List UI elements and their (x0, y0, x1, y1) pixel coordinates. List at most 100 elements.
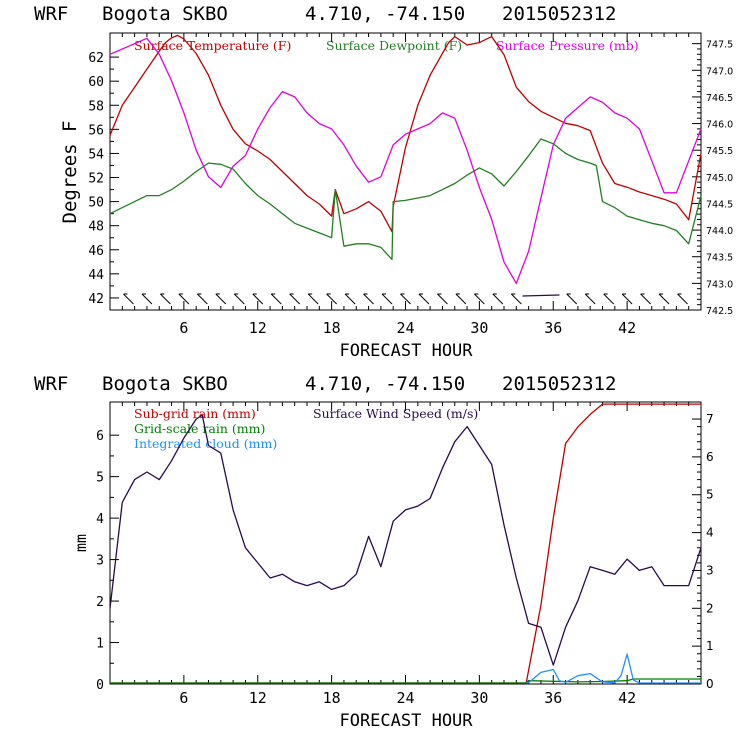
wind-barb (289, 293, 301, 305)
bottom-y-tick-label: 2 (96, 595, 104, 610)
top-y-tick-label: 52 (88, 172, 104, 187)
top-y-tick-label: 58 (88, 99, 104, 114)
wind-barb (196, 293, 208, 305)
top-y-axis-label: Degrees F (59, 121, 81, 224)
top-header-model: WRF (34, 3, 68, 25)
wind-barb-calm-segment (522, 294, 560, 297)
wind-barb (677, 293, 688, 305)
wind-barb (603, 293, 615, 305)
bottom-header-model: WRF (34, 373, 68, 395)
bottom-y2-tick-label: 3 (706, 563, 714, 577)
top-x-tick-label: 12 (249, 319, 267, 337)
top-y2-tick-label: 745.0 (706, 173, 733, 184)
legend-temperature: Surface Temperature (F) (134, 38, 291, 53)
top-y-tick-label: 42 (88, 292, 104, 307)
bottom-y2-axis: 0 1 2 3 4 5 6 7 (692, 412, 714, 691)
wind-barb (566, 293, 578, 305)
bottom-x-tick-label: 36 (544, 689, 562, 707)
bottom-y-tick-label: 0 (96, 678, 104, 693)
bottom-x-tick-label: 30 (470, 689, 488, 707)
top-y-tick-label: 46 (88, 244, 104, 259)
legend-pressure: Surface Pressure (mb) (496, 38, 639, 53)
bottom-y-axis-label: mm (72, 534, 90, 552)
legend-grid-rain: Grid-scale rain (mm) (134, 421, 265, 436)
bottom-series-sub-grid-rain-mm (110, 403, 701, 684)
bottom-y-tick-label: 4 (96, 512, 104, 527)
top-y-tick-label: 44 (88, 268, 104, 283)
top-x-axis-label: FORECAST HOUR (339, 341, 473, 361)
top-y2-tick-label: 744.5 (706, 199, 733, 210)
top-y2-tick-label: 744.0 (706, 226, 733, 237)
wind-barb (270, 293, 282, 305)
top-y2-tick-label: 742.5 (706, 306, 733, 317)
wind-barb (455, 293, 467, 305)
top-header-init: 2015052312 (502, 3, 616, 25)
bottom-x-tick-label: 24 (396, 689, 414, 707)
bottom-y-tick-label: 3 (96, 554, 104, 569)
top-header: WRF Bogota SKBO 4.710, -74.150 201505231… (34, 3, 616, 25)
top-legend: Surface Temperature (F) Surface Dewpoint… (134, 38, 639, 53)
bottom-legend: Sub-grid rain (mm) Surface Wind Speed (m… (134, 406, 478, 451)
wind-barb (344, 293, 356, 305)
wind-barb (381, 293, 393, 305)
wind-barb (510, 293, 522, 305)
bottom-series-group (109, 403, 702, 684)
top-y-tick-label: 60 (88, 75, 104, 90)
bottom-y2-tick-label: 5 (706, 488, 714, 502)
top-x-tick-label: 36 (544, 319, 562, 337)
top-y2-tick-label: 746.5 (706, 93, 733, 104)
wind-barb (474, 293, 485, 305)
top-x-axis: 6 12 18 24 30 36 42 (121, 33, 690, 337)
top-series-group (109, 34, 702, 285)
top-series-surface-pressure-mb (109, 37, 702, 285)
wind-barb (178, 293, 190, 305)
bottom-header: WRF Bogota SKBO 4.710, -74.150 201505231… (34, 373, 616, 395)
bottom-y2-tick-label: 6 (706, 450, 714, 464)
top-y2-tick-label: 747.0 (706, 66, 733, 77)
bottom-y2-tick-label: 0 (706, 677, 714, 691)
bottom-y2-tick-label: 2 (706, 601, 714, 615)
top-x-tick-label: 42 (618, 319, 636, 337)
wind-barb (584, 293, 596, 305)
top-y2-tick-label: 743.0 (706, 279, 733, 290)
wind-barb (233, 293, 245, 305)
wind-barb (492, 293, 504, 305)
top-x-tick-label: 6 (179, 319, 188, 337)
wind-barb (326, 293, 337, 305)
bottom-y-tick-label: 6 (96, 429, 104, 444)
wind-barb (123, 293, 134, 305)
top-plot-frame (109, 32, 702, 311)
bottom-x-tick-label: 6 (179, 689, 188, 707)
wind-barb (252, 293, 264, 305)
wind-barb (658, 293, 670, 305)
top-x-tick-label: 18 (323, 319, 341, 337)
wind-barb (215, 293, 227, 305)
top-x-tick-label: 24 (396, 319, 414, 337)
bottom-y2-tick-label: 4 (706, 526, 714, 540)
bottom-series-surface-wind-speed-m-s (109, 414, 702, 666)
bottom-y2-tick-label: 1 (706, 639, 714, 653)
bottom-y-axis: 0 1 2 3 4 5 6 (96, 429, 119, 693)
wind-barb (621, 293, 633, 305)
top-y2-tick-label: 747.5 (706, 40, 733, 51)
bottom-series-integrated-cloud-mm (526, 653, 701, 684)
top-y2-tick-label: 746.0 (706, 120, 733, 131)
wind-barbs-row (123, 293, 688, 305)
bottom-x-axis-label: FORECAST HOUR (339, 711, 473, 731)
top-y-axis: 42 44 46 48 50 52 54 56 58 60 62 (88, 51, 119, 307)
top-header-coords: 4.710, -74.150 (305, 3, 465, 25)
legend-subgrid-rain: Sub-grid rain (mm) (134, 406, 256, 421)
bottom-header-station: Bogota SKBO (102, 373, 228, 395)
top-y2-tick-label: 745.5 (706, 146, 733, 157)
top-x-tick-label: 30 (470, 319, 488, 337)
legend-dewpoint: Surface Dewpoint (F) (326, 38, 462, 53)
top-y-tick-label: 48 (88, 220, 104, 235)
wind-barb (437, 293, 448, 305)
top-y-tick-label: 54 (88, 147, 104, 162)
bottom-x-tick-label: 18 (323, 689, 341, 707)
bottom-x-tick-label: 12 (249, 689, 267, 707)
top-y-tick-label: 56 (88, 123, 104, 138)
wind-barb (640, 293, 651, 305)
top-header-station: Bogota SKBO (102, 3, 228, 25)
